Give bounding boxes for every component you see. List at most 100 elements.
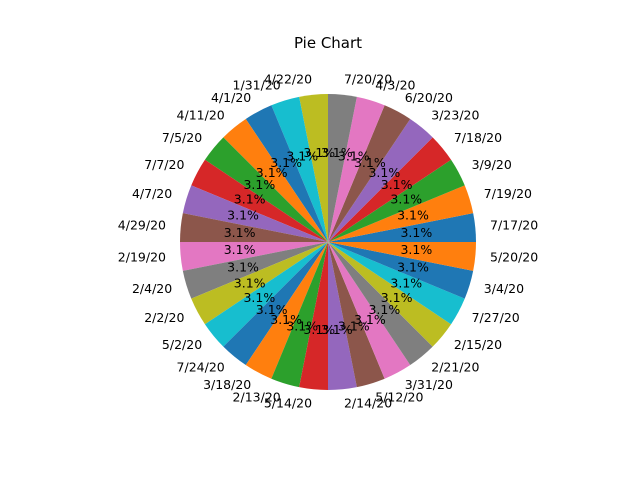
slice-label: 2/14/20 (344, 396, 392, 411)
percent-labels: 3.1%3.1%3.1%3.1%3.1%3.1%3.1%3.1%3.1%3.1%… (224, 145, 433, 337)
pie-slice (328, 242, 433, 366)
slice-label: 4/29/20 (118, 218, 166, 233)
slice-label: 3/18/20 (203, 377, 251, 392)
slice-label: 5/14/20 (264, 396, 312, 411)
slice-label: 2/13/20 (233, 389, 281, 404)
percent-label: 3.1% (390, 192, 422, 207)
pie-slice (180, 242, 328, 271)
pie-slices (180, 94, 476, 390)
percent-label: 3.1% (381, 290, 413, 305)
percent-label: 3.1% (256, 165, 288, 180)
percent-label: 3.1% (368, 165, 400, 180)
slice-label: 3/31/20 (405, 377, 453, 392)
slice-label: 2/2/20 (144, 310, 184, 325)
pie-slice (245, 242, 328, 379)
percent-label: 3.1% (234, 275, 266, 290)
slice-label: 7/17/20 (490, 218, 538, 233)
slice-label: 2/15/20 (454, 337, 502, 352)
percent-label: 3.1% (234, 192, 266, 207)
pie-slice (328, 94, 357, 242)
pie-slice (328, 242, 357, 390)
percent-label: 3.1% (270, 312, 302, 327)
chart-title: Pie Chart (294, 34, 362, 52)
slice-label: 5/2/20 (162, 337, 202, 352)
slice-label: 2/4/20 (132, 281, 172, 296)
percent-label: 3.1% (397, 208, 429, 223)
pie-slice (328, 118, 433, 242)
slice-label: 7/27/20 (472, 310, 520, 325)
percent-label: 3.1% (400, 242, 432, 257)
slice-label: 6/20/20 (405, 90, 453, 105)
pie-slice (328, 242, 385, 388)
pie-slice (328, 185, 474, 242)
percent-label: 3.1% (368, 302, 400, 317)
pie-slice (223, 242, 328, 366)
percent-label: 3.1% (321, 145, 353, 160)
percent-label: 3.1% (224, 225, 256, 240)
slice-label: 7/20/20 (344, 71, 392, 86)
slice-label: 4/22/20 (264, 71, 312, 86)
slice-label: 4/11/20 (177, 108, 225, 123)
slice-label: 5/20/20 (490, 249, 538, 264)
percent-label: 3.1% (303, 322, 335, 337)
percent-label: 3.1% (256, 302, 288, 317)
percent-label: 3.1% (354, 155, 386, 170)
pie-slice (328, 137, 452, 242)
slice-label: 4/1/20 (211, 90, 251, 105)
pie-slice (191, 159, 328, 242)
pie-slice (180, 213, 328, 242)
percent-label: 3.1% (397, 259, 429, 274)
pie-slice (271, 96, 328, 242)
pie-slice (328, 242, 476, 271)
pie-slice (299, 94, 328, 242)
slice-label: 2/21/20 (431, 359, 479, 374)
slice-label: 2/19/20 (118, 249, 166, 264)
slice-label: 3/9/20 (472, 157, 512, 172)
slice-label: 7/5/20 (162, 130, 202, 145)
percent-label: 3.1% (400, 225, 432, 240)
pie-slice (328, 96, 385, 242)
percent-label: 3.1% (243, 177, 275, 192)
percent-label: 3.1% (338, 149, 370, 164)
slice-label: 7/7/20 (144, 157, 184, 172)
pie-slice (328, 242, 452, 347)
slice-label: 1/31/20 (233, 78, 281, 93)
slice-label: 7/18/20 (454, 130, 502, 145)
slice-label: 4/7/20 (132, 186, 172, 201)
pie-slice (328, 105, 411, 242)
pie-slice (271, 242, 328, 388)
percent-label: 3.1% (270, 155, 302, 170)
slice-label: 3/4/20 (484, 281, 524, 296)
slice-label: 4/3/20 (375, 78, 415, 93)
pie-slice (299, 242, 328, 390)
percent-label: 3.1% (224, 242, 256, 257)
percent-label: 3.1% (321, 322, 353, 337)
pie-slice (328, 242, 411, 379)
pie-slice (328, 159, 465, 242)
pie-slice (204, 137, 328, 242)
percent-label: 3.1% (286, 318, 318, 333)
slice-label: 5/12/20 (375, 389, 423, 404)
pie-slice (223, 118, 328, 242)
slice-label: 3/23/20 (431, 108, 479, 123)
pie-slice (328, 242, 465, 325)
percent-label: 3.1% (227, 259, 259, 274)
percent-label: 3.1% (227, 208, 259, 223)
pie-slice (182, 242, 328, 299)
pie-slice (245, 105, 328, 242)
pie-slice (204, 242, 328, 347)
percent-label: 3.1% (338, 318, 370, 333)
pie-slice (182, 185, 328, 242)
percent-label: 3.1% (286, 149, 318, 164)
pie-slice (191, 242, 328, 325)
pie-slice (328, 242, 474, 299)
percent-label: 3.1% (354, 312, 386, 327)
pie-slice (328, 213, 476, 242)
percent-label: 3.1% (381, 177, 413, 192)
percent-label: 3.1% (390, 275, 422, 290)
slice-label: 7/24/20 (177, 359, 225, 374)
slice-label: 7/19/20 (484, 186, 532, 201)
percent-label: 3.1% (243, 290, 275, 305)
